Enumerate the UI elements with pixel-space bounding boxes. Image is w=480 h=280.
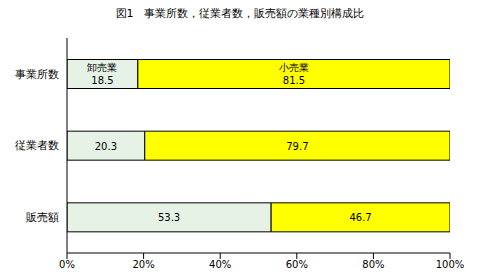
svg-text:卸売業: 卸売業 xyxy=(87,62,117,73)
svg-text:80%: 80% xyxy=(362,259,384,270)
svg-text:79.7: 79.7 xyxy=(286,141,308,152)
svg-text:100%: 100% xyxy=(436,259,465,270)
svg-text:53.3: 53.3 xyxy=(158,212,180,223)
html-text:図1 事業所数，従業者数，販売額の業種別構成比: 図1 事業所数，従業者数，販売額の業種別構成比 xyxy=(115,7,365,20)
svg-text:20.3: 20.3 xyxy=(95,141,117,152)
svg-text:小売業: 小売業 xyxy=(279,62,309,73)
svg-text:0%: 0% xyxy=(59,259,75,270)
svg-text:18.5: 18.5 xyxy=(91,75,113,86)
svg-text:60%: 60% xyxy=(286,259,308,270)
svg-text:40%: 40% xyxy=(209,259,231,270)
svg-text:46.7: 46.7 xyxy=(349,212,371,223)
svg-text:従業者数: 従業者数 xyxy=(15,139,59,152)
svg-text:81.5: 81.5 xyxy=(283,75,305,86)
svg-text:20%: 20% xyxy=(132,259,154,270)
svg-text:販売額: 販売額 xyxy=(26,211,59,224)
svg-text:事業所数: 事業所数 xyxy=(15,68,59,81)
